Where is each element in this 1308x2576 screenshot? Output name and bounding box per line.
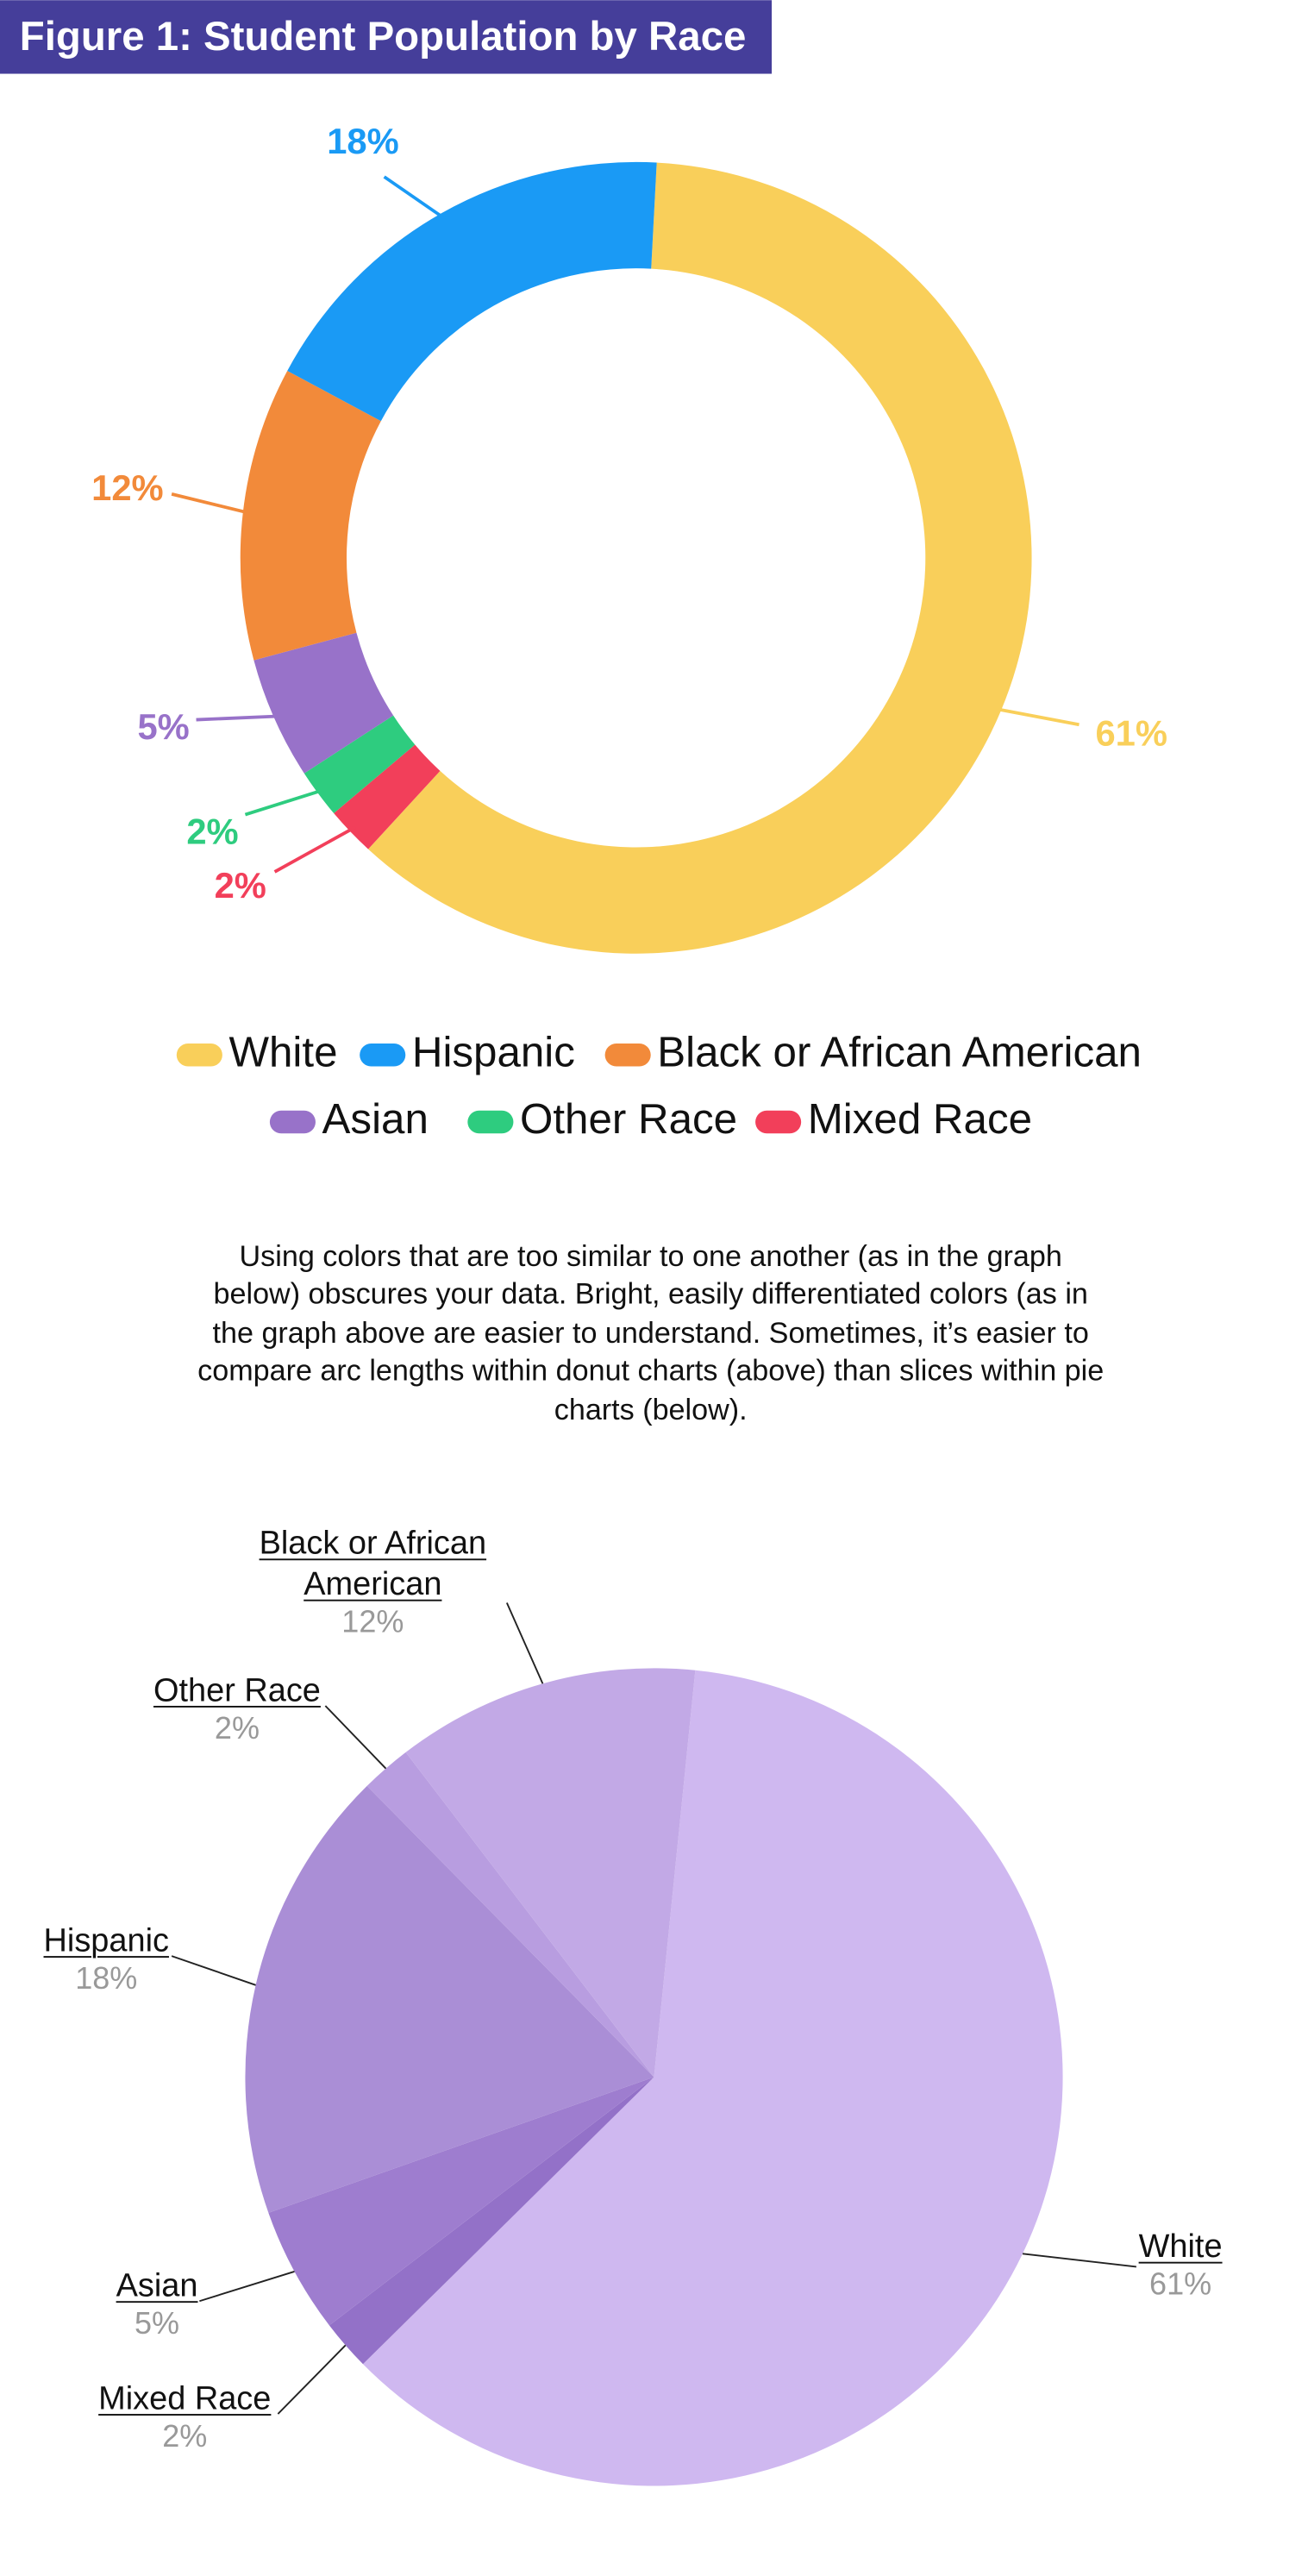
pie-value-label: 18% bbox=[75, 1962, 138, 1997]
pie-category: White bbox=[1138, 2228, 1223, 2266]
donut-segment bbox=[240, 370, 381, 661]
data-label: 12% bbox=[91, 467, 163, 508]
note-box: Using colors that are too similar to one… bbox=[197, 1239, 1105, 1426]
pie-category: Other Race bbox=[153, 1673, 321, 1709]
leader-line bbox=[994, 706, 1080, 727]
data-label: 18% bbox=[327, 121, 398, 161]
donut-segment bbox=[304, 715, 416, 814]
pie-value-label: 2% bbox=[214, 1712, 260, 1747]
donut-segment bbox=[287, 161, 657, 422]
pie-label-box: Asian 5% bbox=[75, 2266, 239, 2345]
leader-line bbox=[171, 1955, 256, 1986]
pie-label-box: Mixed Race 2% bbox=[71, 2379, 299, 2458]
donut-segment bbox=[368, 162, 1032, 954]
legend-swatch bbox=[269, 1110, 316, 1134]
legend-swatch bbox=[467, 1110, 514, 1134]
leader-line bbox=[277, 2344, 347, 2415]
pie-slice bbox=[268, 2077, 654, 2326]
legend-swatch bbox=[360, 1044, 406, 1067]
pie-label-box: Other Race 2% bbox=[131, 1671, 344, 1750]
legend-swatch bbox=[176, 1044, 222, 1067]
leader-line bbox=[196, 714, 281, 722]
chart-title: Figure 1: Student Population by Race bbox=[20, 14, 747, 60]
leader-line bbox=[171, 492, 250, 515]
pie-slice bbox=[405, 1668, 696, 2078]
leader-line bbox=[383, 175, 447, 221]
pie-category: Black or African American bbox=[259, 1526, 487, 1603]
pie-value-label: 2% bbox=[162, 2420, 208, 2455]
pie-category: Hispanic bbox=[43, 1923, 169, 1959]
note: Using colors that are too similar to one… bbox=[197, 1239, 1105, 1426]
legend-label: Hispanic bbox=[412, 1028, 575, 1075]
pie-slice bbox=[362, 1670, 1063, 2486]
legend-label: Mixed Race bbox=[808, 1095, 1032, 1143]
legend-label: Black or African American bbox=[657, 1028, 1142, 1075]
pie-category: Mixed Race bbox=[98, 2381, 272, 2417]
pie-label-box: White 61% bbox=[1082, 2228, 1279, 2306]
leader-line bbox=[324, 1705, 387, 1770]
leader-line bbox=[244, 788, 324, 817]
legend-label: Other Race bbox=[520, 1095, 737, 1143]
leader-line bbox=[1022, 2253, 1137, 2268]
legend-label: White bbox=[228, 1028, 337, 1075]
pie-label-box: Hispanic 18% bbox=[16, 1921, 197, 2000]
legend-label: Asian bbox=[322, 1095, 429, 1143]
leader-line bbox=[199, 2271, 295, 2303]
pie-label-box: Black or African American 12% bbox=[229, 1525, 516, 1644]
donut-segment bbox=[253, 632, 394, 774]
legend-swatch bbox=[604, 1044, 651, 1067]
data-label: 5% bbox=[137, 706, 189, 747]
pie-category: Asian bbox=[116, 2268, 198, 2305]
pie-value-label: 61% bbox=[1149, 2268, 1212, 2303]
pie-slice bbox=[329, 2077, 654, 2365]
title-box bbox=[0, 0, 773, 74]
data-label: 2% bbox=[215, 865, 266, 906]
leader-line bbox=[505, 1602, 544, 1684]
donut-segment bbox=[334, 744, 441, 849]
pie-value-label: 5% bbox=[134, 2307, 180, 2342]
pie-value-label: 12% bbox=[341, 1606, 404, 1641]
leader-line bbox=[273, 825, 356, 874]
data-label: 61% bbox=[1095, 713, 1167, 754]
pie-slice bbox=[366, 1752, 654, 2078]
data-label: 2% bbox=[186, 811, 238, 851]
legend-swatch bbox=[755, 1110, 802, 1134]
pie-slice bbox=[245, 1785, 654, 2213]
